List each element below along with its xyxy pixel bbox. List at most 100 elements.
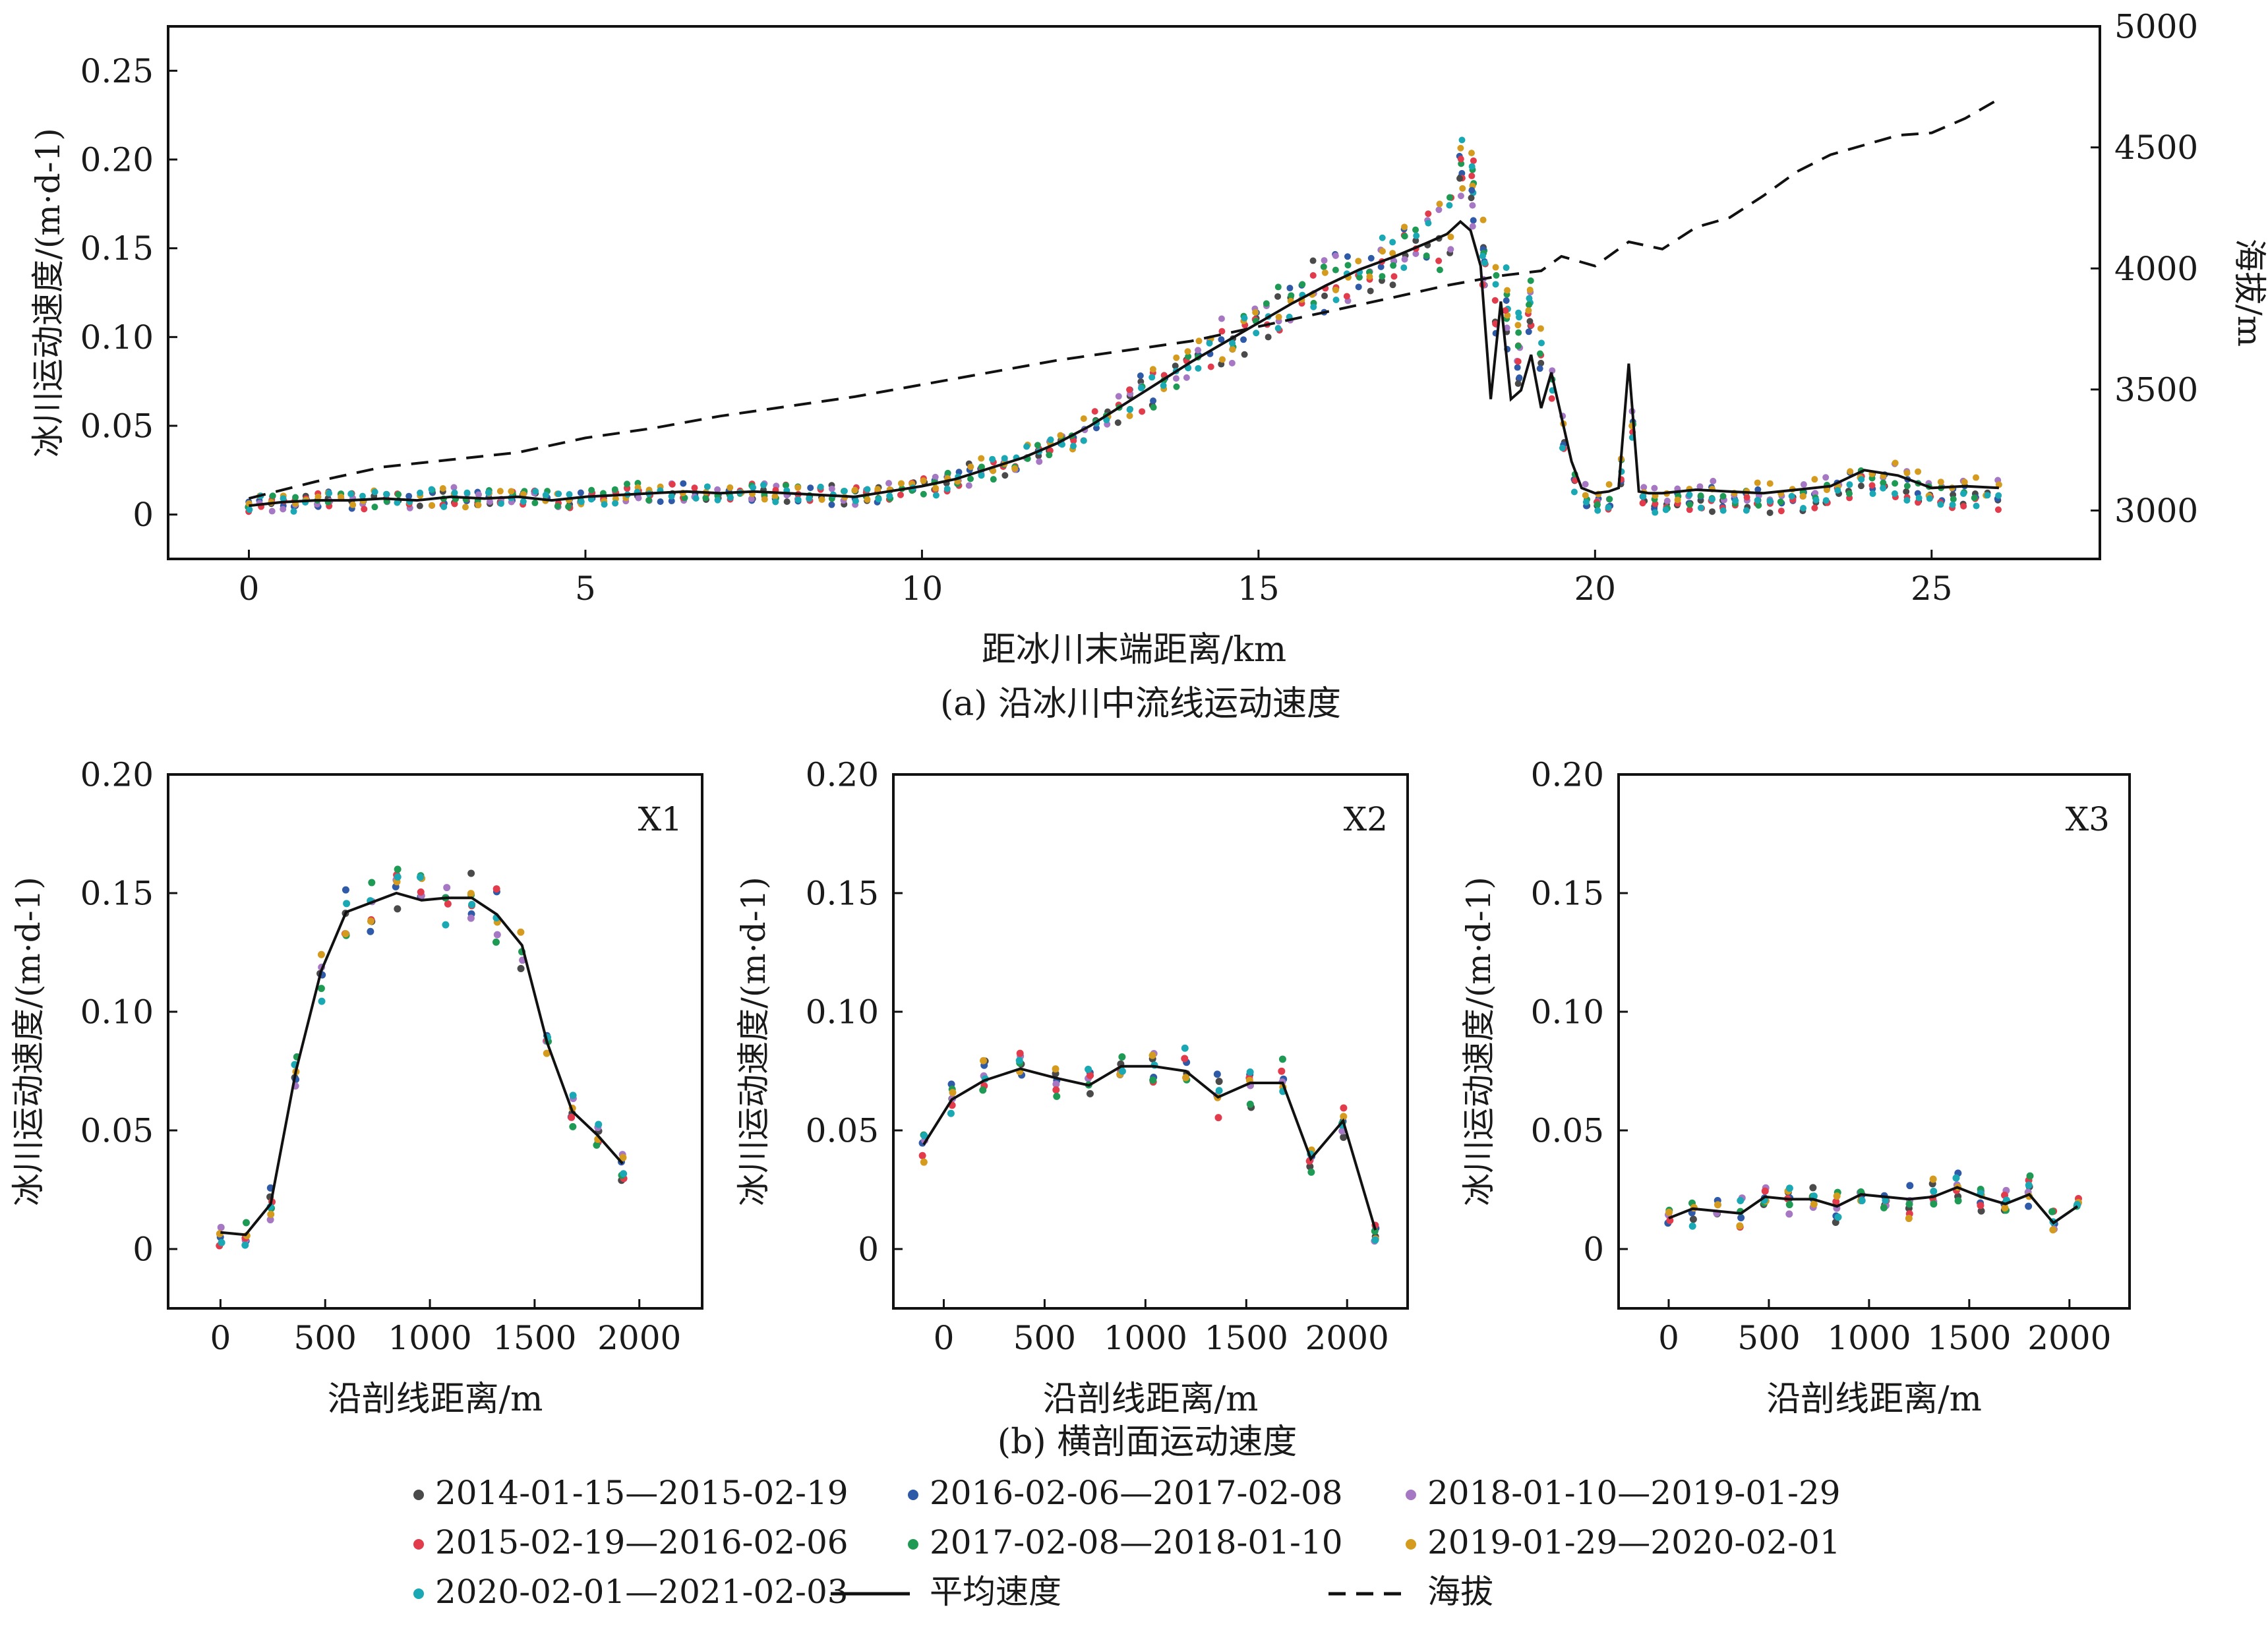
velocity-point: [2025, 1181, 2033, 1189]
velocity-point: [1761, 1187, 1769, 1195]
x-tick-label: 2000: [2027, 1319, 2111, 1357]
mean-velocity-line: [249, 219, 2000, 508]
velocity-point: [748, 495, 755, 502]
velocity-point: [475, 491, 482, 498]
legend-marker: [413, 1588, 424, 1599]
velocity-point: [1087, 1072, 1094, 1080]
velocity-point: [1605, 504, 1612, 511]
velocity-point: [1299, 281, 1306, 288]
velocity-point: [1666, 1217, 1674, 1225]
velocity-point: [1514, 342, 1522, 349]
velocity-point: [1228, 359, 1236, 366]
velocity-point: [990, 476, 997, 483]
velocity-point: [1436, 200, 1443, 208]
velocity-point: [1737, 1196, 1745, 1204]
velocity-point: [1229, 339, 1236, 347]
velocity-point: [361, 506, 368, 513]
velocity-point: [367, 927, 374, 935]
velocity-point: [1984, 492, 1991, 499]
velocity-point: [1812, 496, 1820, 504]
velocity-point: [568, 1113, 576, 1121]
velocity-point: [1892, 459, 1899, 467]
velocity-point: [772, 498, 779, 506]
y-tick-label: 0: [133, 1231, 154, 1269]
velocity-point: [1340, 1133, 1348, 1141]
velocity-point: [1173, 354, 1180, 361]
velocity-point: [416, 873, 424, 881]
velocity-point: [1181, 1044, 1189, 1052]
velocity-point: [1788, 492, 1795, 500]
velocity-point: [920, 1158, 928, 1166]
velocity-point: [416, 502, 423, 509]
velocity-point: [1785, 1210, 1793, 1218]
velocity-point: [851, 486, 858, 494]
velocity-point: [1949, 501, 1956, 508]
velocity-point: [1719, 492, 1727, 500]
velocity-point: [727, 494, 734, 501]
velocity-point: [1367, 287, 1374, 295]
velocity-point: [657, 498, 664, 506]
velocity-point: [669, 480, 676, 488]
velocity-point: [1400, 264, 1408, 272]
velocity-point: [569, 1092, 577, 1099]
velocity-point: [1001, 455, 1008, 462]
velocity-point: [367, 917, 374, 925]
velocity-point: [1172, 375, 1179, 382]
velocity-point: [1436, 266, 1443, 274]
velocity-point: [1195, 364, 1202, 372]
velocity-point: [702, 494, 709, 502]
velocity-point: [932, 473, 939, 480]
velocity-point: [1332, 296, 1340, 303]
velocity-point: [1857, 482, 1865, 490]
panel-label: X1: [638, 800, 682, 838]
velocity-point: [1537, 325, 1544, 332]
velocity-point: [1456, 175, 1464, 182]
velocity-point: [1423, 252, 1430, 260]
velocity-point: [611, 486, 618, 493]
velocity-point: [1274, 283, 1282, 291]
velocity-point: [794, 496, 802, 504]
velocity-point: [1834, 486, 1841, 494]
velocity-point: [497, 500, 504, 508]
velocity-point: [1961, 479, 1968, 486]
velocity-point: [1149, 374, 1156, 381]
y-tick-label: 0.15: [80, 875, 154, 913]
velocity-point: [1195, 347, 1202, 354]
x-axis-label: 距冰川末端距离/km: [982, 630, 1286, 670]
plot-frame: [892, 773, 1409, 1310]
velocity-point: [1379, 248, 1386, 255]
velocity-point: [1288, 292, 1295, 299]
velocity-point: [543, 1049, 551, 1057]
velocity-point: [508, 488, 515, 495]
velocity-point: [1929, 1175, 1937, 1183]
velocity-point: [1822, 497, 1830, 504]
velocity-point: [1777, 498, 1784, 506]
velocity-point: [978, 463, 985, 471]
velocity-point: [932, 492, 940, 499]
velocity-point: [217, 1223, 225, 1231]
velocity-point: [1800, 504, 1807, 511]
velocity-point: [1390, 273, 1398, 280]
velocity-point: [714, 486, 721, 493]
velocity-point: [1785, 1201, 1793, 1209]
velocity-point: [343, 900, 351, 908]
x-axis-label: 沿剖线距离/m: [1766, 1380, 1982, 1419]
velocity-point: [467, 890, 475, 898]
velocity-point: [2001, 1204, 2009, 1212]
velocity-point: [1926, 495, 1933, 502]
velocity-point: [595, 1121, 603, 1128]
legend-item: 平均速度: [831, 1573, 1061, 1611]
velocity-point: [1994, 506, 2002, 513]
velocity-point: [1213, 1070, 1221, 1078]
velocity-point: [1246, 1068, 1254, 1076]
velocity-point: [1219, 356, 1226, 363]
velocity-point: [1457, 192, 1464, 200]
velocity-point: [624, 485, 631, 492]
velocity-point: [1306, 1163, 1314, 1171]
velocity-point: [989, 455, 996, 463]
velocity-point: [566, 491, 573, 498]
velocity-point: [1307, 1168, 1315, 1176]
velocity-point: [382, 490, 390, 498]
legend-label: 2020-02-01—2021-02-03: [435, 1573, 849, 1611]
velocity-point: [1447, 246, 1454, 253]
